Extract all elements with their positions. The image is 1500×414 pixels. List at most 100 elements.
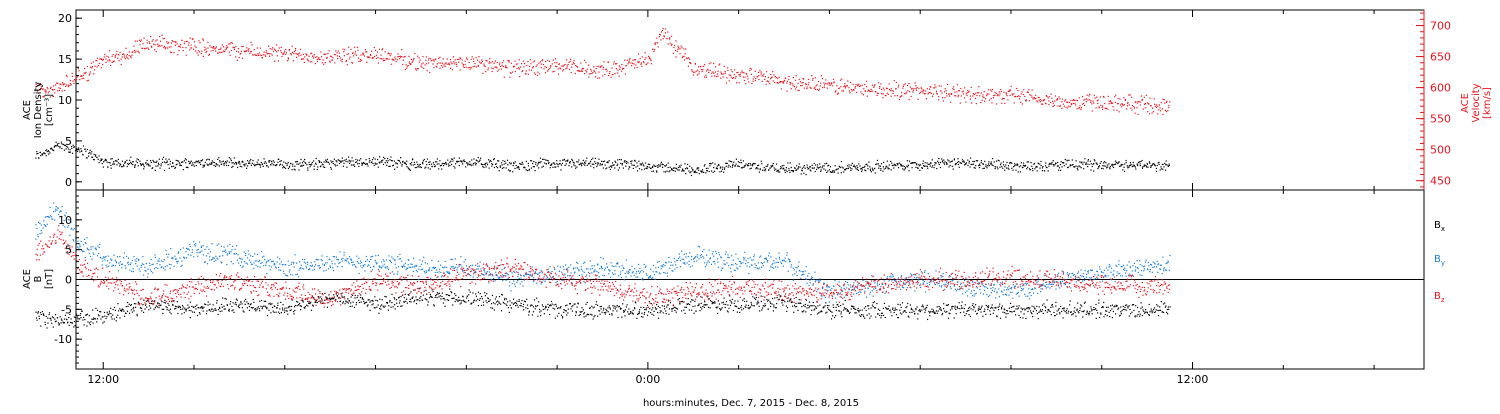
bx-point <box>284 308 285 309</box>
bx-point <box>711 301 712 302</box>
bx-point <box>706 304 707 305</box>
bx-point <box>537 305 538 306</box>
velocity-point <box>196 47 197 48</box>
density-point <box>1058 165 1059 166</box>
velocity-point <box>891 96 892 97</box>
density-point <box>629 167 630 168</box>
velocity-point <box>139 52 140 53</box>
density-point <box>665 165 666 166</box>
bx-point <box>84 324 85 325</box>
bx-point <box>499 296 500 297</box>
density-point <box>745 163 746 164</box>
density-point <box>1130 165 1131 166</box>
density-point <box>846 168 847 169</box>
velocity-point <box>953 89 954 90</box>
density-point <box>422 162 423 163</box>
density-point <box>484 164 485 165</box>
velocity-point <box>545 72 546 73</box>
velocity-point <box>879 88 880 89</box>
velocity-point <box>1110 100 1111 101</box>
bx-point <box>59 323 60 324</box>
density-point <box>167 161 168 162</box>
bx-point <box>831 312 832 313</box>
density-point <box>417 164 418 165</box>
bx-point <box>501 310 502 311</box>
velocity-point <box>698 66 699 67</box>
velocity-point <box>991 98 992 99</box>
density-point <box>185 162 186 163</box>
velocity-point <box>534 61 535 62</box>
density-point <box>45 153 46 154</box>
bx-point <box>297 302 298 303</box>
density-point <box>909 170 910 171</box>
density-point <box>248 162 249 163</box>
density-point <box>1039 168 1040 169</box>
bx-point <box>369 299 370 300</box>
bx-point <box>500 304 501 305</box>
velocity-point <box>1091 103 1092 104</box>
bx-point <box>134 303 135 304</box>
density-point <box>967 165 968 166</box>
density-point <box>483 167 484 168</box>
bx-point <box>817 305 818 306</box>
velocity-point <box>971 102 972 103</box>
velocity-point <box>1065 107 1066 108</box>
bx-point <box>229 311 230 312</box>
density-point <box>905 168 906 169</box>
velocity-point <box>60 84 61 85</box>
velocity-point <box>581 69 582 70</box>
density-point <box>558 166 559 167</box>
velocity-point <box>1127 105 1128 106</box>
velocity-point <box>125 48 126 49</box>
bx-point <box>465 302 466 303</box>
density-point <box>411 162 412 163</box>
bx-point <box>525 307 526 308</box>
density-point <box>248 163 249 164</box>
density-point <box>183 169 184 170</box>
velocity-point <box>75 80 76 81</box>
bx-point <box>510 305 511 306</box>
velocity-point <box>248 49 249 50</box>
velocity-point <box>936 91 937 92</box>
density-point <box>233 162 234 163</box>
velocity-point <box>976 103 977 104</box>
density-point <box>448 165 449 166</box>
density-point <box>533 161 534 162</box>
velocity-point <box>164 38 165 39</box>
density-point <box>359 160 360 161</box>
density-point <box>653 165 654 166</box>
velocity-point <box>464 67 465 68</box>
velocity-point <box>974 94 975 95</box>
velocity-point <box>161 35 162 36</box>
density-point <box>1131 164 1132 165</box>
velocity-point <box>548 69 549 70</box>
density-point <box>704 164 705 165</box>
density-point <box>314 166 315 167</box>
velocity-point <box>845 87 846 88</box>
density-point <box>544 162 545 163</box>
density-series-0 <box>35 142 1170 177</box>
bx-point <box>448 300 449 301</box>
density-point <box>749 168 750 169</box>
density-point <box>932 165 933 166</box>
bx-point <box>486 293 487 294</box>
velocity-point <box>69 85 70 86</box>
bx-point <box>114 307 115 308</box>
density-point <box>665 171 666 172</box>
bx-point <box>989 310 990 311</box>
bx-point <box>527 305 528 306</box>
bx-point <box>212 311 213 312</box>
density-point <box>361 165 362 166</box>
bx-point <box>609 307 610 308</box>
bx-point <box>931 309 932 310</box>
density-point <box>470 164 471 165</box>
density-point <box>1086 164 1087 165</box>
density-point <box>59 147 60 148</box>
bx-point <box>841 311 842 312</box>
bx-point <box>74 321 75 322</box>
velocity-point <box>161 45 162 46</box>
bx-point <box>556 306 557 307</box>
bx-point <box>876 303 877 304</box>
bx-point <box>726 301 727 302</box>
velocity-point <box>619 69 620 70</box>
